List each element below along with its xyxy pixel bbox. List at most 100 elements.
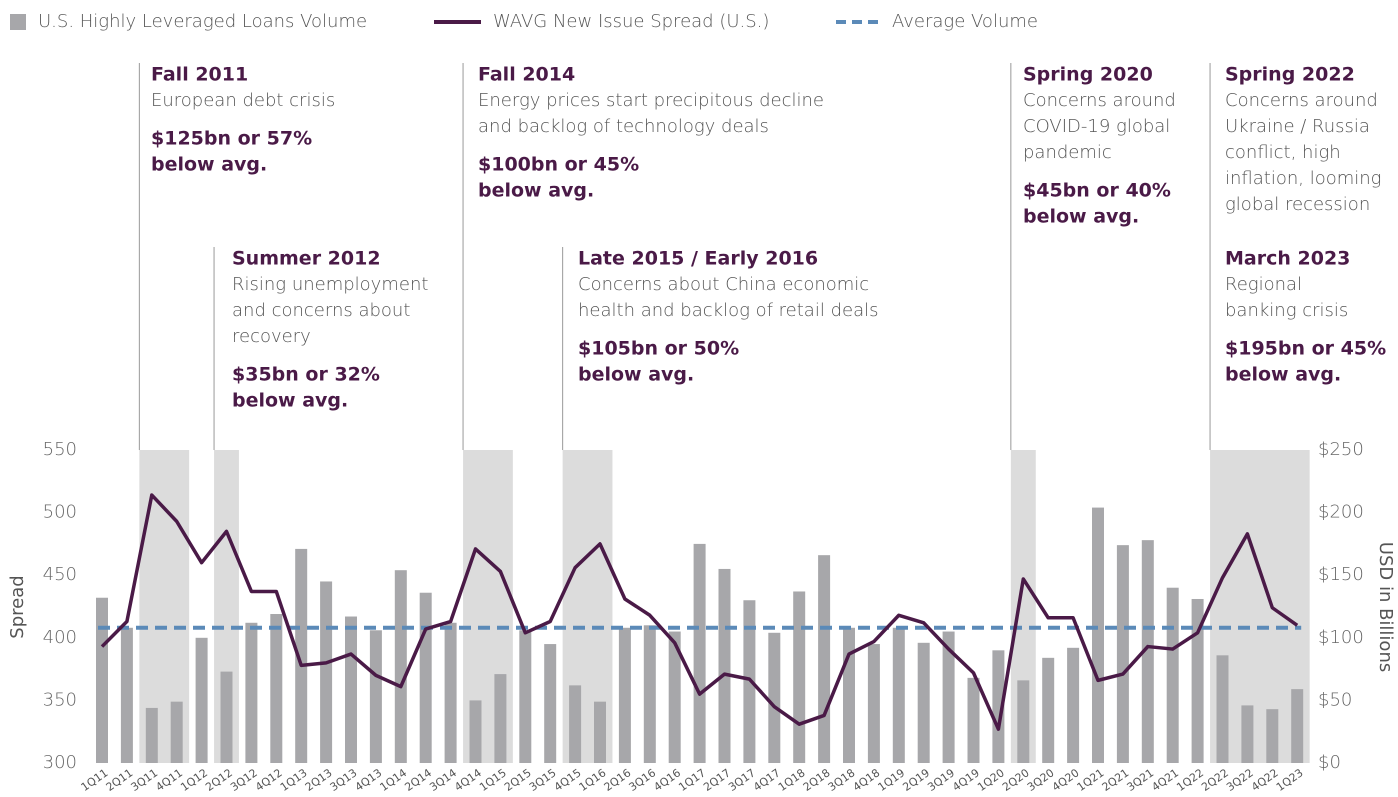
annotation-text: Concerns about China economic: [578, 274, 869, 295]
annotation-text: banking crisis: [1225, 300, 1348, 321]
annotation-text: Concerns around: [1225, 90, 1378, 111]
x-tick-label: 2Q11: [104, 766, 136, 794]
bar: [867, 644, 880, 763]
bar: [818, 555, 831, 763]
annotation-text: Regional: [1225, 274, 1302, 295]
y2-tick-label: $250: [1318, 439, 1364, 460]
x-tick-label: 2Q15: [502, 766, 534, 794]
x-tick-label: 3Q13: [328, 766, 360, 794]
bar: [1092, 507, 1104, 763]
x-tick-label: 1Q16: [577, 766, 609, 794]
bar: [320, 581, 333, 763]
bar: [295, 548, 308, 763]
x-tick-label: 2Q22: [1199, 766, 1231, 794]
x-tick-label: 4Q12: [253, 766, 285, 794]
bar: [369, 630, 382, 763]
bar: [718, 568, 731, 763]
annotation-text: and backlog of technology deals: [478, 116, 769, 137]
x-tick-label: 1Q14: [377, 766, 409, 794]
x-tick-label: 4Q22: [1249, 766, 1281, 794]
x-tick-label: 3Q17: [726, 766, 758, 794]
annotation-text: European debt crisis: [151, 90, 335, 111]
x-tick-label: 1Q11: [79, 766, 111, 794]
x-tick-label: 4Q19: [950, 766, 982, 794]
annotation-title: Fall 2011: [151, 64, 248, 86]
annotation-text: pandemic: [1023, 142, 1112, 163]
x-tick-label: 2Q14: [402, 766, 434, 794]
y2-tick-label: $150: [1318, 564, 1364, 585]
bar: [419, 592, 432, 763]
bar: [270, 614, 283, 763]
annotation-text: and concerns about: [232, 300, 410, 321]
annotation-impact: $195bn or 45%: [1225, 338, 1386, 360]
bar: [220, 671, 233, 763]
bar: [494, 674, 507, 763]
bar: [942, 631, 955, 763]
annotation-impact: $45bn or 40%: [1023, 180, 1171, 202]
y-tick-label: 300: [43, 752, 77, 773]
annotation-text: conflict, high: [1225, 142, 1341, 163]
annotation-text: health and backlog of retail deals: [578, 300, 878, 321]
annotation-text: Energy prices start precipitous decline: [478, 90, 824, 111]
x-tick-label: 3Q20: [1025, 766, 1057, 794]
x-tick-label: 1Q13: [278, 766, 310, 794]
y-axis-title: Spread: [7, 575, 28, 638]
x-tick-label: 4Q13: [353, 766, 385, 794]
x-tick-label: 4Q14: [452, 766, 484, 794]
bar: [170, 701, 183, 763]
x-tick-label: 4Q20: [1050, 766, 1082, 794]
x-tick-label: 2Q18: [801, 766, 833, 794]
annotation-impact: below avg.: [151, 154, 267, 176]
x-tick-label: 2Q20: [1000, 766, 1032, 794]
bar: [1067, 647, 1080, 763]
x-tick-label: 3Q22: [1224, 766, 1256, 794]
bar: [917, 642, 930, 763]
x-tick-label: 4Q17: [751, 766, 783, 794]
x-tick-label: 1Q12: [178, 766, 210, 794]
bar: [967, 677, 980, 763]
bar: [643, 625, 656, 763]
annotation-text: inflation, looming: [1225, 168, 1381, 189]
bar: [120, 627, 133, 763]
annotation-title: Late 2015 / Early 2016: [578, 248, 818, 270]
x-tick-label: 2Q16: [602, 766, 634, 794]
y2-tick-label: $200: [1318, 502, 1364, 523]
annotation-text: Ukraine / Russia: [1225, 116, 1370, 137]
x-tick-label: 2Q19: [900, 766, 932, 794]
bar: [892, 627, 905, 763]
annotation-impact: below avg.: [232, 390, 348, 412]
annotation-text: Concerns around: [1023, 90, 1176, 111]
x-tick-label: 3Q21: [1124, 766, 1156, 794]
annotation-title: Spring 2022: [1225, 64, 1355, 86]
annotation-title: Fall 2014: [478, 64, 575, 86]
bar: [1166, 587, 1179, 763]
x-tick-label: 2Q17: [701, 766, 733, 794]
annotation-impact: $100bn or 45%: [478, 154, 639, 176]
bar: [394, 570, 407, 763]
y2-tick-label: $50: [1318, 689, 1352, 710]
x-tick-label: 2Q21: [1100, 766, 1132, 794]
annotation-title: March 2023: [1225, 248, 1350, 270]
legend-label: U.S. Highly Leveraged Loans Volume: [38, 11, 367, 32]
x-tick-label: 2Q13: [303, 766, 335, 794]
x-tick-label: 3Q18: [826, 766, 858, 794]
annotation-impact: $125bn or 57%: [151, 128, 312, 150]
x-tick-label: 1Q17: [676, 766, 708, 794]
x-tick-label: 3Q12: [228, 766, 260, 794]
annotation-impact: $35bn or 32%: [232, 364, 380, 386]
annotation-text: COVID-19 global: [1023, 116, 1170, 137]
y-tick-label: 500: [43, 502, 77, 523]
x-tick-label: 3Q16: [626, 766, 658, 794]
x-tick-label: 3Q11: [128, 766, 160, 794]
x-tick-label: 1Q18: [776, 766, 808, 794]
legend-label: WAVG New Issue Spread (U.S.): [493, 11, 769, 32]
y-tick-label: 400: [43, 627, 77, 648]
y2-tick-label: $100: [1318, 627, 1364, 648]
y2-axis-title: USD in Billions: [1375, 542, 1396, 672]
bar: [145, 707, 158, 763]
bar: [569, 685, 582, 763]
annotation-title: Summer 2012: [232, 248, 381, 270]
x-tick-label: 1Q19: [875, 766, 907, 794]
annotation-impact: below avg.: [1023, 206, 1139, 228]
